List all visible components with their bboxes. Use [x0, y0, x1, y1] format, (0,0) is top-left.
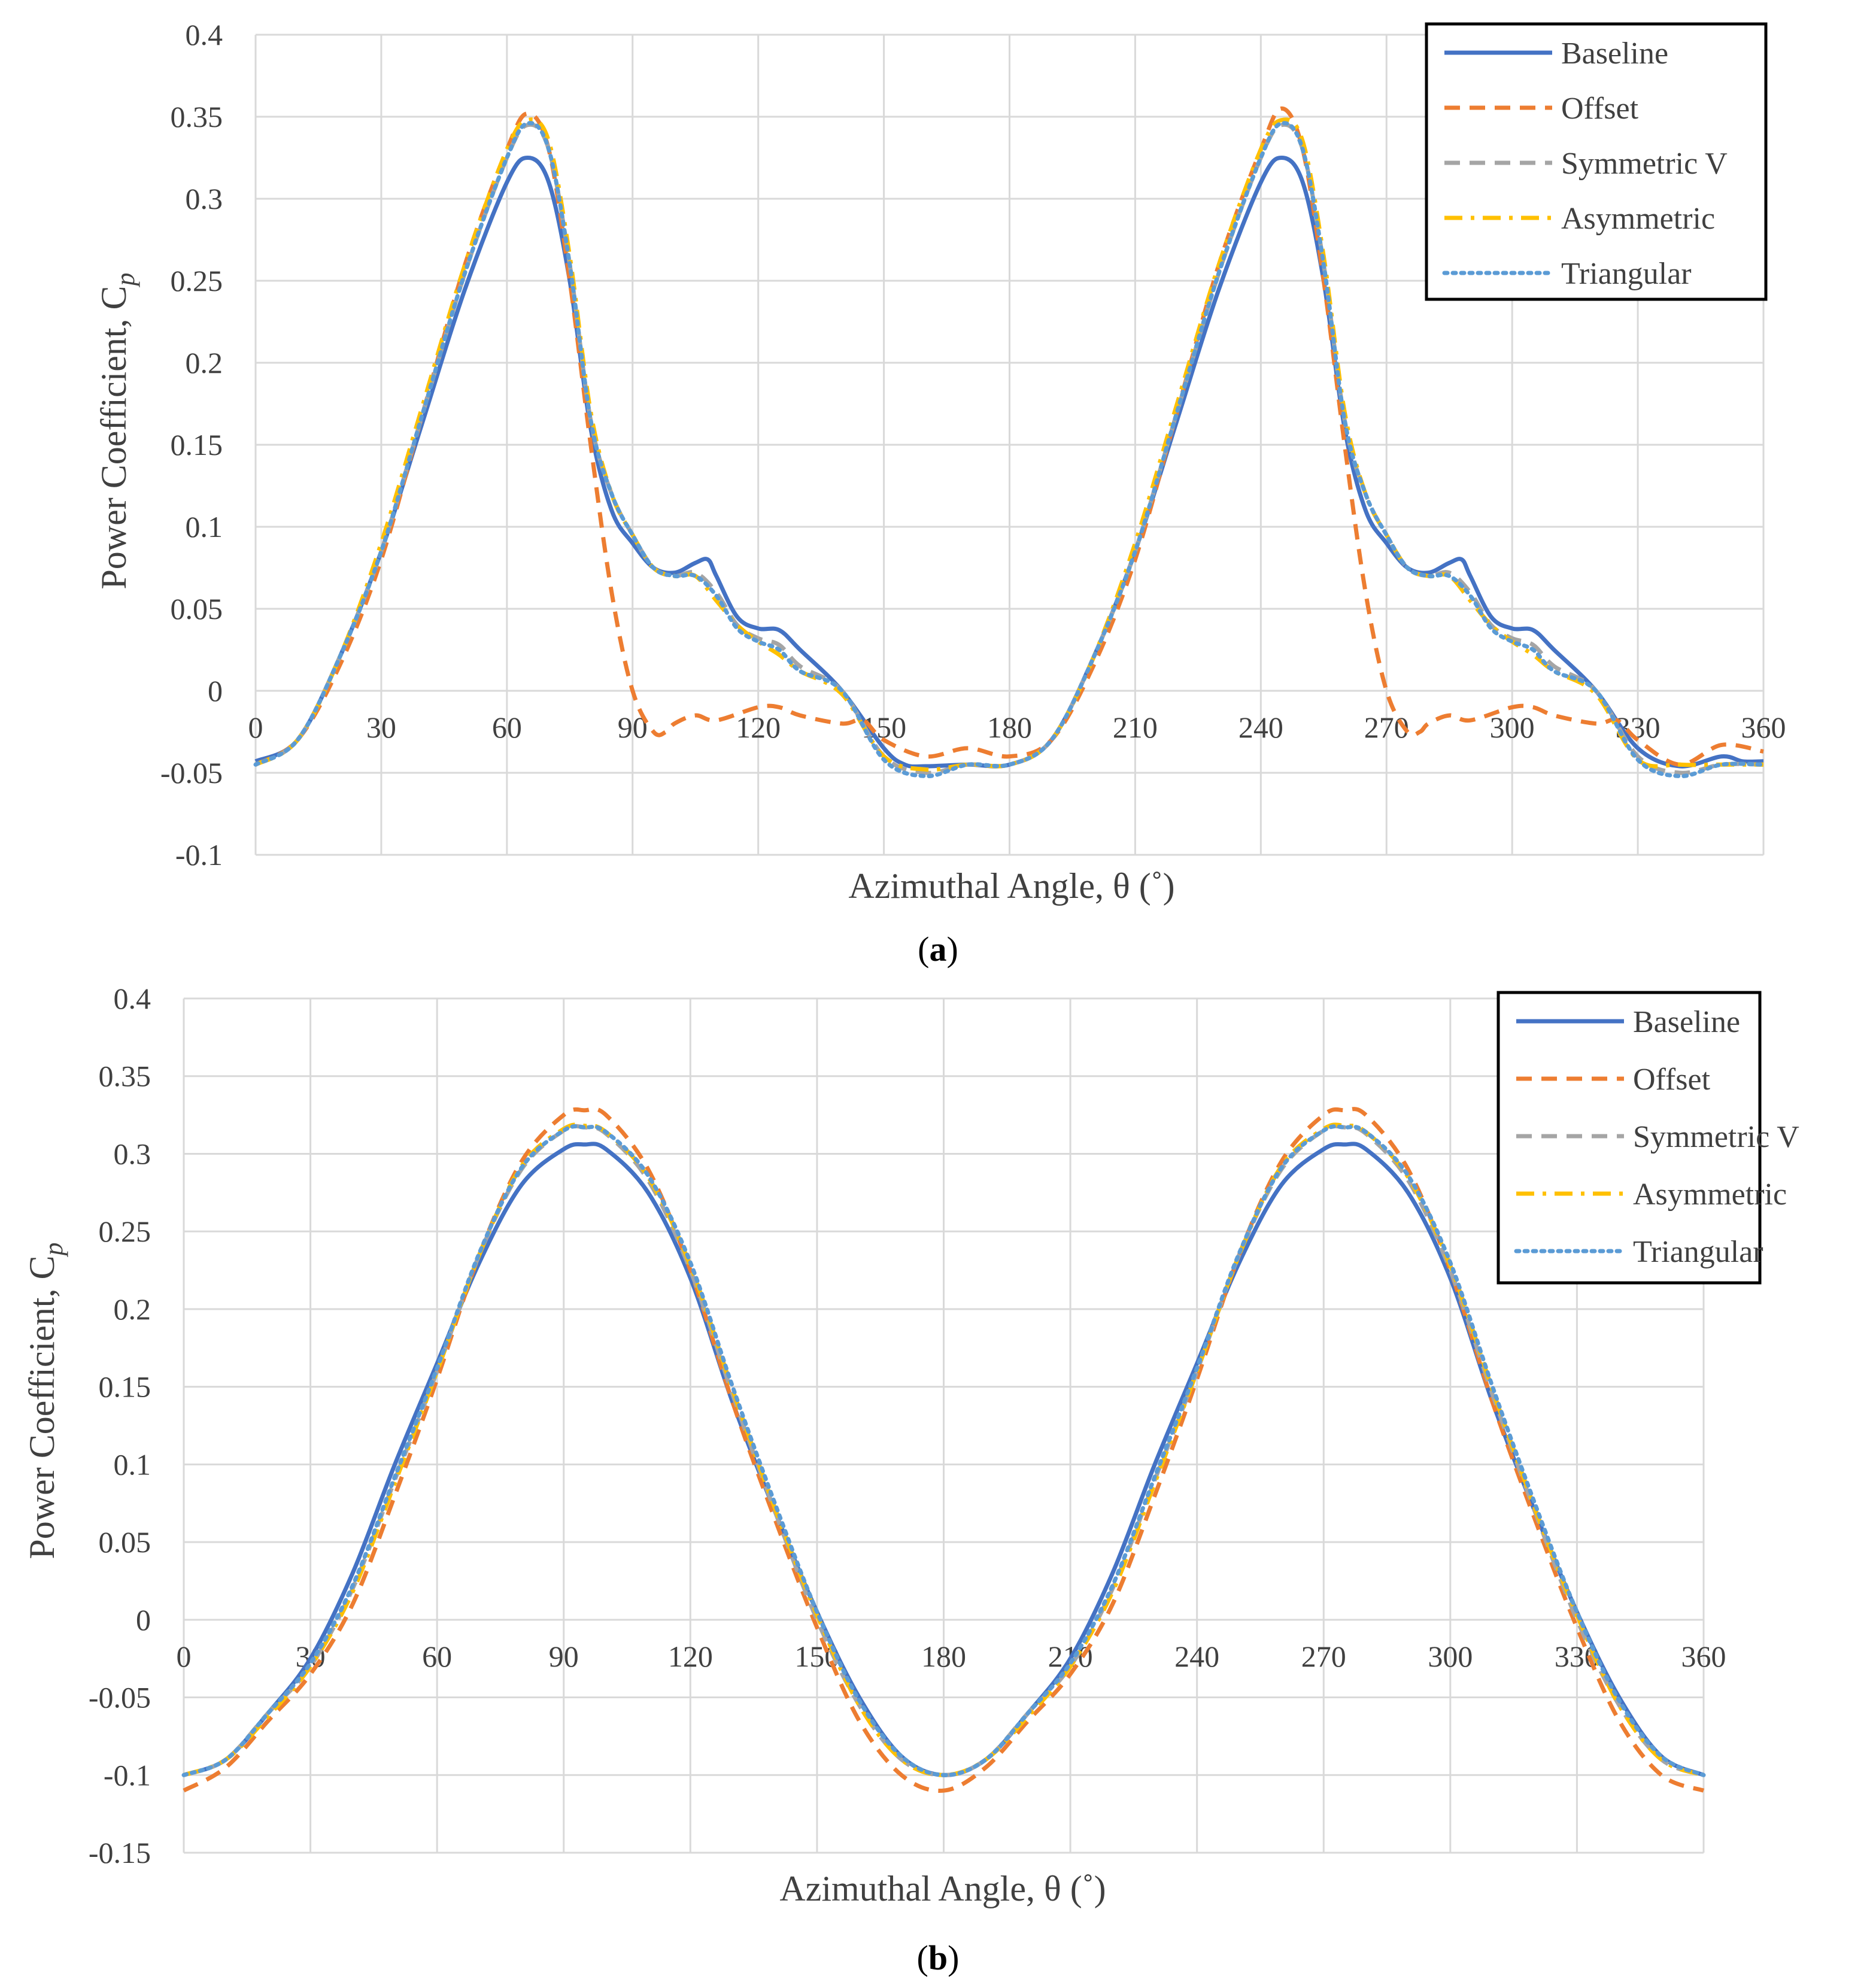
series-lines-a [253, 106, 1766, 779]
x-tick-label: 0 [177, 1640, 192, 1673]
y-tick-label: 0.05 [99, 1525, 151, 1559]
x-tick-label: 360 [1741, 711, 1786, 744]
x-tick-label: 120 [736, 711, 781, 744]
series-lines-b [181, 1107, 1706, 1793]
x-tick-label: 210 [1113, 711, 1158, 744]
y-tick-label: -0.1 [175, 838, 223, 872]
x-tick-label: 270 [1301, 1640, 1346, 1673]
legend-label: Baseline [1561, 37, 1668, 71]
y-tick-label: 0.05 [171, 592, 223, 626]
y-tick-label: -0.15 [89, 1836, 151, 1869]
chart-panel-b: -0.15 -0.1 -0.05 0 0.05 0.1 0.15 0.2 0.25 0.3 0.35… [22, 982, 1799, 1977]
x-tick-label: 60 [422, 1640, 452, 1673]
series-line-triangular [253, 121, 1766, 779]
legend-b: Baseline Offset Symmetric V Asymmetric Trian… [1496, 991, 1799, 1285]
y-axis-title-b: Power Coefficient, Cp [22, 1242, 68, 1559]
x-tick-label: 30 [366, 711, 396, 744]
y-axis-title-sub-a: p [111, 272, 140, 287]
y-tick-label: -0.05 [89, 1681, 151, 1714]
legend-label: Offset [1561, 92, 1639, 126]
x-tick-label: 180 [987, 711, 1032, 744]
x-tick-labels-b: 0 30 60 90 120 150 180 210 240 270 300 330 360 [177, 1640, 1726, 1673]
x-tick-label: 300 [1490, 711, 1535, 744]
legend-a: Baseline Offset Symmetric V Asymmetric Trian… [1425, 22, 1768, 301]
y-tick-label: 0.35 [99, 1060, 151, 1093]
chart-panel-a: -0.1 -0.05 0 0.05 0.1 0.15 0.2 0.25 0.3 0.35 0.4 0… [94, 18, 1786, 969]
y-tick-label: 0.1 [114, 1447, 151, 1481]
x-tick-label: 60 [492, 711, 522, 744]
y-tick-label: 0.35 [171, 100, 223, 133]
x-tick-label: 360 [1681, 1640, 1726, 1673]
legend-label: Symmetric V [1633, 1120, 1799, 1154]
y-tick-label: 0.2 [186, 346, 223, 380]
y-tick-label: 0 [208, 674, 223, 708]
y-tick-label: 0.2 [114, 1292, 151, 1326]
x-tick-label: 240 [1174, 1640, 1219, 1673]
legend-label: Baseline [1633, 1005, 1740, 1039]
grid-b [183, 997, 1705, 1854]
y-tick-labels-a: -0.1 -0.05 0 0.05 0.1 0.15 0.2 0.25 0.3 0.35 0.4 [160, 18, 223, 872]
series-line-offset [183, 1107, 1705, 1793]
y-axis-title-a: Power Coefficient, Cp [94, 272, 140, 589]
legend-box [1496, 991, 1762, 1285]
y-tick-label: -0.1 [104, 1758, 151, 1792]
y-tick-label: 0.4 [186, 18, 223, 51]
x-tick-labels-a: 0 30 60 90 120 150 180 210 240 270 300 330 360 [248, 711, 1786, 744]
grid-a [254, 34, 1765, 856]
x-tick-label: 240 [1238, 711, 1283, 744]
x-tick-label: 300 [1428, 1640, 1473, 1673]
legend-label: Offset [1633, 1063, 1711, 1097]
y-tick-label: 0 [136, 1603, 151, 1637]
y-tick-label: 0.3 [186, 182, 223, 216]
y-tick-label: -0.05 [160, 756, 223, 790]
legend-label: Triangular [1561, 257, 1692, 291]
series-line-offset [254, 106, 1764, 767]
y-tick-labels-b: -0.15 -0.1 -0.05 0 0.05 0.1 0.15 0.2 0.25 0.3 0.35… [89, 982, 151, 1869]
x-tick-label: 90 [549, 1640, 579, 1673]
legend-label: Asymmetric [1561, 202, 1715, 236]
series-line-triangular [181, 1124, 1706, 1777]
y-tick-label: 0.3 [114, 1137, 151, 1170]
x-axis-title-b: Azimuthal Angle, θ (˚) [779, 1869, 1106, 1908]
y-tick-label: 0.25 [99, 1215, 151, 1248]
caption-a: (a) [918, 930, 958, 969]
y-tick-label: 0.25 [171, 264, 223, 298]
x-tick-label: 120 [668, 1640, 713, 1673]
caption-b: (b) [917, 1938, 960, 1977]
x-tick-label: 0 [248, 711, 263, 744]
x-axis-title-a: Azimuthal Angle, θ (˚) [848, 866, 1174, 906]
legend-label: Triangular [1633, 1235, 1763, 1269]
x-tick-label: 180 [921, 1640, 966, 1673]
legend-label: Asymmetric [1633, 1177, 1787, 1212]
y-axis-title-sub-b: p [39, 1242, 68, 1257]
series-line-symmetric-v [254, 122, 1764, 775]
y-tick-label: 0.15 [171, 428, 223, 462]
legend-label: Symmetric V [1561, 147, 1728, 181]
y-tick-label: 0.1 [186, 510, 223, 544]
y-tick-label: 0.15 [99, 1370, 151, 1404]
y-tick-label: 0.4 [114, 982, 151, 1015]
